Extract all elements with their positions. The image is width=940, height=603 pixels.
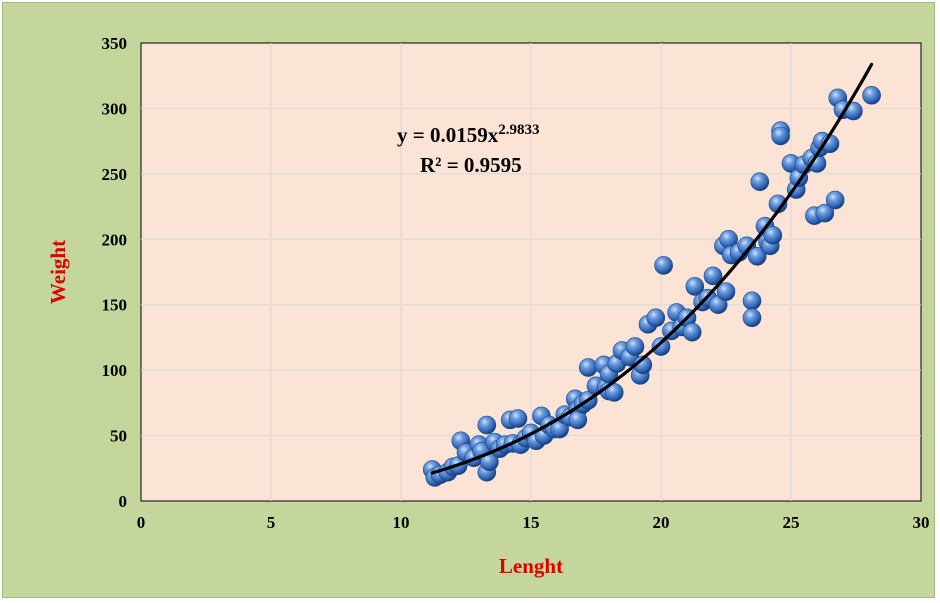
data-point <box>654 256 673 275</box>
y-tick-label: 200 <box>102 230 128 249</box>
scatter-chart: 0 5 10 15 20 25 30 0 50 100 150 200 250 300 350 y = 0… <box>46 34 930 578</box>
y-tick-label: 100 <box>102 361 128 380</box>
x-axis-ticks: 0 5 10 15 20 25 30 <box>137 513 930 532</box>
data-point <box>763 226 783 245</box>
x-tick-label: 0 <box>137 513 146 532</box>
x-tick-label: 5 <box>267 513 276 532</box>
data-point <box>862 86 881 105</box>
data-point <box>716 282 736 301</box>
trendline-r-squared: R² = 0.9595 <box>420 153 522 177</box>
data-point <box>685 277 705 296</box>
data-point <box>747 246 767 266</box>
x-tick-label: 20 <box>653 513 670 532</box>
x-tick-label: 25 <box>783 513 800 532</box>
x-tick-label: 10 <box>393 513 410 532</box>
trendline-equation: y = 0.0159x2.9833 <box>397 122 539 147</box>
y-tick-label: 0 <box>119 492 128 511</box>
y-tick-label: 50 <box>110 427 127 446</box>
y-axis-title: Weight <box>46 240 70 304</box>
x-tick-label: 30 <box>913 513 930 532</box>
trendline <box>430 62 874 475</box>
data-points <box>422 86 881 487</box>
data-point <box>750 172 770 192</box>
y-tick-label: 300 <box>102 99 128 118</box>
data-point <box>578 358 598 377</box>
data-point <box>703 266 723 286</box>
data-point <box>682 322 702 342</box>
y-tick-label: 350 <box>102 34 128 53</box>
data-point <box>742 291 762 311</box>
y-axis-ticks: 0 50 100 150 200 250 300 350 <box>102 34 128 511</box>
x-tick-label: 15 <box>523 513 540 532</box>
data-point <box>508 409 528 428</box>
y-tick-label: 150 <box>102 296 128 315</box>
data-point <box>646 308 666 328</box>
y-tick-label: 250 <box>102 165 128 184</box>
data-point <box>477 415 497 435</box>
data-point <box>771 126 790 146</box>
data-point <box>815 203 835 223</box>
data-point <box>651 337 671 356</box>
data-point <box>568 410 588 430</box>
data-point <box>625 337 645 356</box>
data-point <box>742 308 762 328</box>
x-axis-title: Lenght <box>499 554 563 578</box>
data-point <box>825 190 845 210</box>
